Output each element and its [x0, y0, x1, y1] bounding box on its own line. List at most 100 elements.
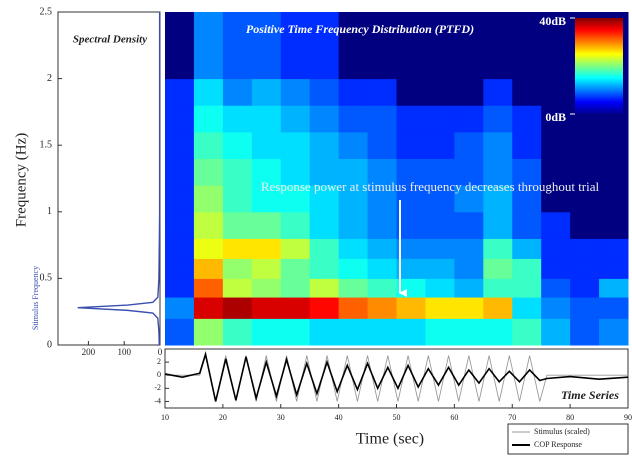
- heat-cell: [367, 278, 397, 298]
- heat-cell: [454, 238, 484, 259]
- heat-cell: [251, 105, 282, 133]
- heat-cell: [338, 258, 369, 279]
- y-tick-label: -4: [154, 396, 161, 405]
- heat-cell: [165, 211, 195, 239]
- heat-cell: [193, 258, 224, 279]
- heat-cell: [512, 105, 542, 133]
- heat-cell: [309, 12, 340, 80]
- heat-cell: [425, 12, 455, 80]
- heat-cell: [338, 105, 369, 133]
- heat-cell: [599, 211, 629, 239]
- heat-cell: [367, 105, 397, 133]
- heat-cell: [193, 211, 224, 239]
- heat-cell: [280, 238, 311, 259]
- heat-cell: [251, 78, 282, 106]
- heat-cell: [512, 78, 542, 106]
- heat-cell: [599, 258, 629, 279]
- heat-cell: [396, 105, 426, 133]
- heat-cell: [425, 211, 455, 239]
- heat-cell: [280, 131, 311, 160]
- heat-cell: [222, 278, 253, 298]
- heat-cell: [193, 318, 224, 346]
- x-tick-label: 30: [277, 413, 285, 422]
- legend-label: Stimulus (scaled): [534, 427, 590, 436]
- heat-cell: [454, 131, 484, 160]
- heat-cell: [367, 238, 397, 259]
- heat-cell: [165, 131, 195, 160]
- heat-cell: [512, 131, 542, 160]
- heat-cell: [222, 12, 253, 80]
- heat-cell: [454, 105, 484, 133]
- heat-cell: [512, 297, 542, 319]
- heat-cell: [425, 318, 455, 346]
- heat-cell: [512, 12, 542, 80]
- heat-cell: [193, 78, 224, 106]
- y-tick-label: 0.5: [40, 273, 53, 284]
- x-tick-label: 80: [566, 413, 574, 422]
- heat-cell: [483, 131, 513, 160]
- heat-cell: [599, 158, 629, 186]
- heat-cell: [425, 278, 455, 298]
- heat-cell: [367, 131, 397, 160]
- heat-cell: [309, 211, 340, 239]
- heat-cell: [367, 258, 397, 279]
- heat-cell: [280, 211, 311, 239]
- heat-cell: [165, 297, 195, 319]
- heat-cell: [570, 318, 600, 346]
- heat-cell: [222, 78, 253, 106]
- heat-cell: [338, 297, 369, 319]
- y-tick-label: 0: [47, 339, 52, 350]
- heat-cell: [454, 78, 484, 106]
- heat-cell: [541, 318, 571, 346]
- heat-cell: [396, 12, 426, 80]
- x-tick-label: 100: [117, 347, 131, 357]
- heat-cell: [251, 131, 282, 160]
- heat-cell: [541, 258, 571, 279]
- heat-cell: [541, 211, 571, 239]
- heat-cell: [396, 78, 426, 106]
- heat-cell: [309, 78, 340, 106]
- heat-cell: [222, 318, 253, 346]
- heat-cell: [251, 12, 282, 80]
- heat-cell: [338, 131, 369, 160]
- heat-cell: [165, 318, 195, 346]
- heat-cell: [222, 185, 253, 213]
- heat-cell: [367, 78, 397, 106]
- x-tick-label: 40: [335, 413, 343, 422]
- heat-cell: [338, 211, 369, 239]
- heat-cell: [483, 278, 513, 298]
- heat-cell: [309, 278, 340, 298]
- heat-cell: [165, 158, 195, 186]
- heat-cell: [309, 105, 340, 133]
- heat-cell: [367, 185, 397, 213]
- heat-cell: [165, 78, 195, 106]
- heat-cell: [454, 158, 484, 186]
- heat-cell: [338, 238, 369, 259]
- heat-cell: [222, 131, 253, 160]
- heat-cell: [309, 258, 340, 279]
- heat-cell: [338, 78, 369, 106]
- heat-cell: [512, 318, 542, 346]
- density-title: Spectral Density: [73, 34, 147, 46]
- heat-cell: [454, 297, 484, 319]
- heat-cell: [222, 105, 253, 133]
- heat-cell: [193, 158, 224, 186]
- x-tick-label: 60: [450, 413, 458, 422]
- heat-cell: [541, 185, 571, 213]
- heat-cell: [599, 131, 629, 160]
- heat-cell: [396, 211, 426, 239]
- x-tick-label: 10: [161, 413, 169, 422]
- heat-cell: [251, 278, 282, 298]
- heat-cell: [251, 258, 282, 279]
- heat-cell: [251, 211, 282, 239]
- y-tick-label: 2.5: [40, 6, 53, 17]
- heat-cell: [425, 297, 455, 319]
- heat-cell: [425, 78, 455, 106]
- heat-cell: [512, 158, 542, 186]
- heat-cell: [483, 318, 513, 346]
- heat-cell: [338, 318, 369, 346]
- heat-cell: [541, 131, 571, 160]
- heat-cell: [483, 12, 513, 80]
- x-axis-label: Time (sec): [356, 431, 424, 448]
